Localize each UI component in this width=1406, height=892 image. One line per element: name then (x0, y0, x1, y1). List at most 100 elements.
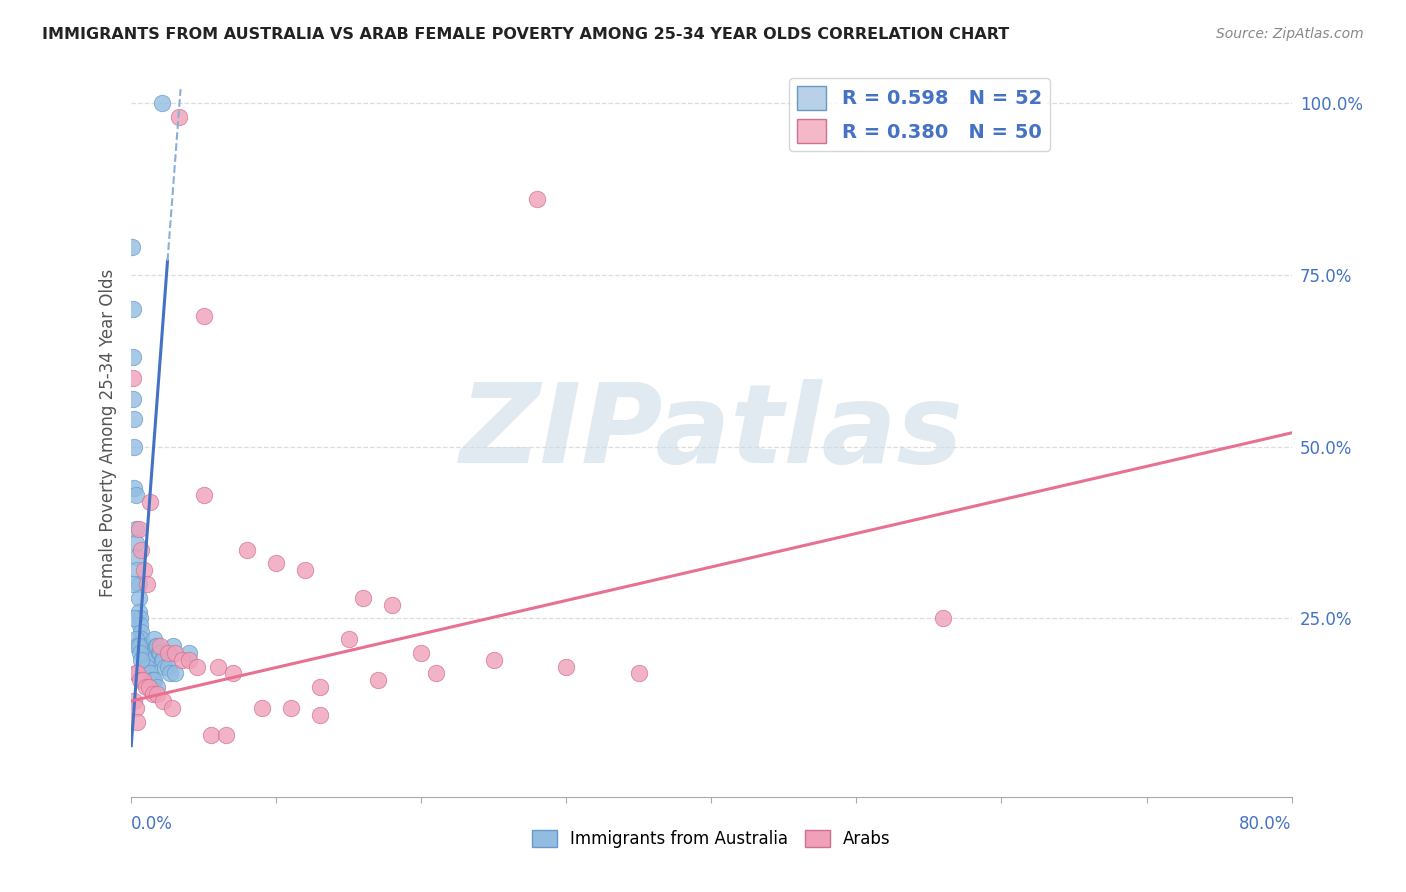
Point (167, 110, 190, 124)
Point (193, 309, 215, 323)
Point (337, 632, 360, 646)
Point (159, 666, 181, 681)
Point (150, 95, 173, 110)
Point (122, 611, 145, 625)
Point (132, 673, 155, 688)
Point (149, 646, 172, 660)
Point (146, 639, 169, 653)
Y-axis label: Female Poverty Among 25-34 Year Olds: Female Poverty Among 25-34 Year Olds (100, 268, 117, 597)
Point (139, 494, 162, 508)
Point (425, 666, 447, 681)
Point (128, 639, 150, 653)
Point (143, 673, 166, 688)
Point (352, 591, 374, 605)
Point (128, 605, 150, 619)
Point (411, 646, 433, 660)
Point (132, 646, 155, 660)
Point (125, 639, 148, 653)
Point (135, 653, 157, 667)
Text: 80.0%: 80.0% (1239, 815, 1292, 833)
Point (236, 542, 259, 557)
Point (124, 522, 146, 536)
Point (160, 701, 183, 715)
Point (131, 632, 153, 646)
Point (142, 673, 165, 688)
Point (280, 701, 302, 715)
Point (308, 707, 330, 722)
Point (163, 646, 186, 660)
Point (124, 632, 146, 646)
Point (128, 577, 150, 591)
Point (163, 666, 186, 681)
Point (122, 440, 145, 454)
Point (555, 659, 578, 673)
Point (153, 659, 176, 673)
Point (142, 687, 165, 701)
Point (121, 240, 143, 254)
Point (179, 653, 201, 667)
Point (138, 666, 160, 681)
Point (129, 611, 152, 625)
Point (149, 639, 172, 653)
Point (136, 659, 159, 673)
Point (138, 680, 160, 694)
Point (145, 639, 167, 653)
Point (250, 701, 273, 715)
Point (266, 557, 288, 571)
Point (131, 625, 153, 640)
Point (135, 659, 157, 673)
Point (148, 646, 170, 660)
Point (124, 701, 146, 715)
Point (135, 680, 157, 694)
Legend: R = 0.598   N = 52, R = 0.380   N = 50: R = 0.598 N = 52, R = 0.380 N = 50 (789, 78, 1050, 151)
Point (482, 653, 505, 667)
Point (136, 577, 159, 591)
Point (125, 563, 148, 577)
Point (124, 488, 146, 502)
Point (121, 371, 143, 385)
Point (122, 481, 145, 495)
Point (132, 639, 155, 653)
Point (128, 522, 150, 536)
Point (124, 536, 146, 550)
Point (186, 659, 208, 673)
Point (134, 646, 156, 660)
Point (214, 728, 236, 742)
Point (526, 192, 548, 206)
Point (129, 646, 152, 660)
Point (125, 714, 148, 729)
Point (128, 591, 150, 605)
Point (124, 666, 146, 681)
Point (156, 646, 179, 660)
Point (125, 549, 148, 564)
Point (150, 653, 173, 667)
Point (143, 632, 166, 646)
Point (179, 646, 201, 660)
Point (141, 673, 163, 688)
Point (193, 488, 215, 502)
Point (121, 351, 143, 365)
Point (222, 666, 245, 681)
Point (146, 687, 169, 701)
Point (131, 542, 153, 557)
Point (932, 611, 955, 625)
Point (152, 653, 174, 667)
Point (139, 666, 162, 681)
Point (146, 680, 169, 694)
Point (162, 639, 184, 653)
Point (156, 659, 179, 673)
Point (170, 653, 193, 667)
Point (308, 680, 330, 694)
Point (207, 659, 229, 673)
Point (122, 412, 145, 426)
Text: ZIPatlas: ZIPatlas (460, 379, 963, 486)
Text: Source: ZipAtlas.com: Source: ZipAtlas.com (1216, 27, 1364, 41)
Point (381, 598, 404, 612)
Point (134, 563, 156, 577)
Point (294, 563, 316, 577)
Point (129, 673, 152, 688)
Text: IMMIGRANTS FROM AUSTRALIA VS ARAB FEMALE POVERTY AMONG 25-34 YEAR OLDS CORRELATI: IMMIGRANTS FROM AUSTRALIA VS ARAB FEMALE… (42, 27, 1010, 42)
Point (129, 618, 152, 632)
Point (627, 666, 650, 681)
Text: 0.0%: 0.0% (131, 815, 173, 833)
